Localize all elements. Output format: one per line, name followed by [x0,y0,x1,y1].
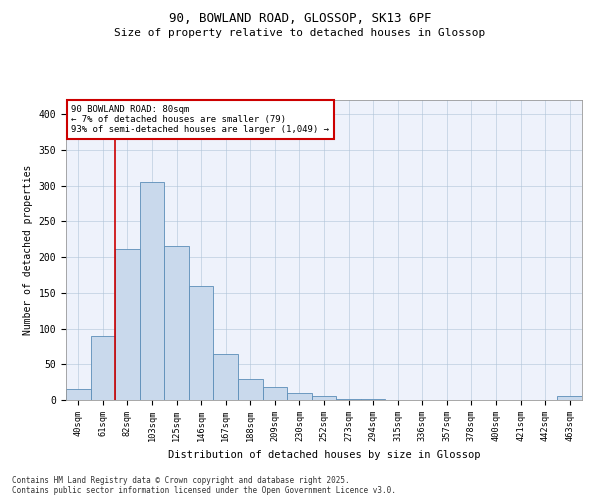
Bar [164,246,189,400]
Bar [312,396,336,400]
Y-axis label: Number of detached properties: Number of detached properties [23,165,33,335]
Bar [140,182,164,400]
Bar [336,398,361,400]
Text: Contains HM Land Registry data © Crown copyright and database right 2025.
Contai: Contains HM Land Registry data © Crown c… [12,476,396,495]
Bar [189,286,214,400]
Bar [287,393,312,400]
Bar [66,390,91,400]
Bar [557,396,582,400]
Text: 90 BOWLAND ROAD: 80sqm
← 7% of detached houses are smaller (79)
93% of semi-deta: 90 BOWLAND ROAD: 80sqm ← 7% of detached … [71,104,329,134]
X-axis label: Distribution of detached houses by size in Glossop: Distribution of detached houses by size … [168,450,480,460]
Text: 90, BOWLAND ROAD, GLOSSOP, SK13 6PF: 90, BOWLAND ROAD, GLOSSOP, SK13 6PF [169,12,431,26]
Bar [115,248,140,400]
Bar [263,387,287,400]
Bar [238,378,263,400]
Bar [214,354,238,400]
Text: Size of property relative to detached houses in Glossop: Size of property relative to detached ho… [115,28,485,38]
Bar [91,336,115,400]
